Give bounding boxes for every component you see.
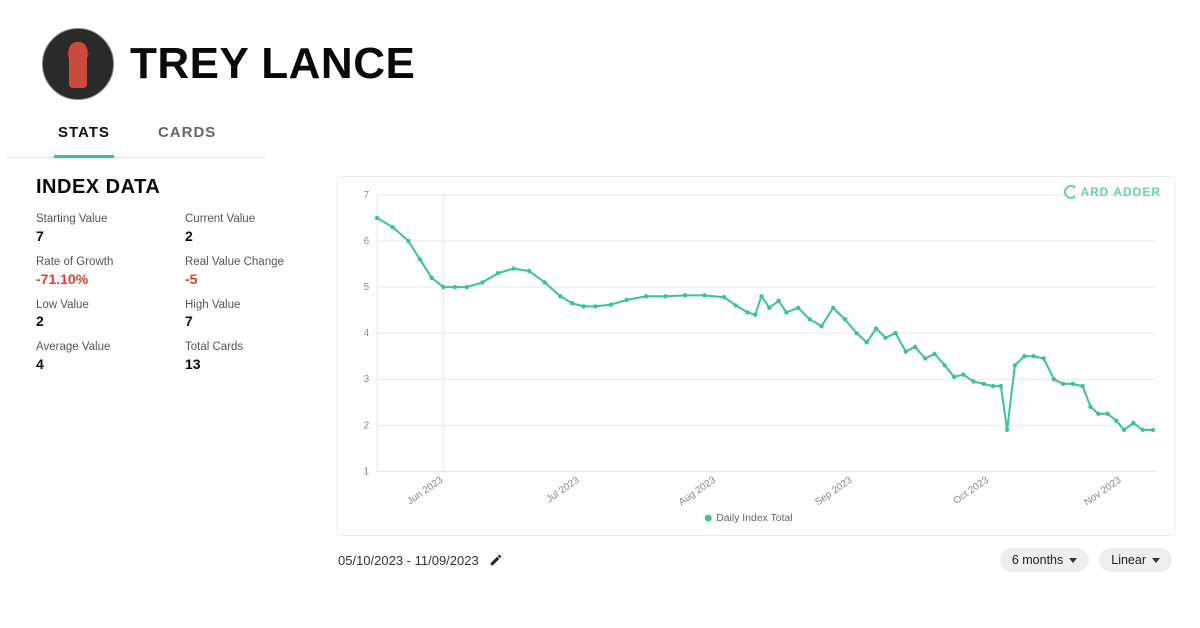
- stats-grid: Starting Value 7 Current Value 2 Rate of…: [36, 213, 326, 372]
- stat-current-value: Current Value 2: [185, 213, 326, 244]
- svg-text:Sep 2023: Sep 2023: [813, 474, 855, 508]
- svg-text:Nov 2023: Nov 2023: [1082, 474, 1124, 508]
- stat-value: -5: [185, 271, 326, 287]
- svg-text:3: 3: [364, 374, 370, 385]
- player-avatar: [42, 28, 114, 100]
- range-selector[interactable]: 6 months: [1000, 548, 1089, 572]
- stat-value: 7: [185, 313, 326, 329]
- date-range-text: 05/10/2023 - 11/09/2023: [338, 553, 479, 568]
- section-title: INDEX DATA: [36, 176, 326, 199]
- stat-average-value: Average Value 4: [36, 341, 177, 372]
- tab-stats[interactable]: STATS: [54, 124, 114, 158]
- stat-label: Real Value Change: [185, 256, 326, 270]
- svg-text:4: 4: [364, 328, 370, 339]
- player-name: TREY LANCE: [130, 39, 415, 89]
- svg-text:Oct 2023: Oct 2023: [952, 474, 992, 506]
- edit-date-icon[interactable]: [489, 553, 503, 567]
- date-range: 05/10/2023 - 11/09/2023: [338, 553, 503, 568]
- stat-label: Starting Value: [36, 213, 177, 227]
- stat-starting-value: Starting Value 7: [36, 213, 177, 244]
- svg-text:7: 7: [364, 190, 370, 201]
- scale-selector[interactable]: Linear: [1099, 548, 1172, 572]
- svg-text:2: 2: [364, 420, 370, 431]
- tab-cards[interactable]: CARDS: [154, 124, 220, 157]
- chevron-down-icon: [1069, 558, 1077, 563]
- svg-text:6: 6: [364, 236, 370, 247]
- svg-text:Aug 2023: Aug 2023: [677, 474, 719, 508]
- svg-text:5: 5: [364, 282, 370, 293]
- stat-real-value-change: Real Value Change -5: [185, 256, 326, 287]
- stat-value: -71.10%: [36, 271, 177, 287]
- stat-low-value: Low Value 2: [36, 299, 177, 330]
- stat-label: High Value: [185, 299, 326, 313]
- stat-label: Rate of Growth: [36, 256, 177, 270]
- line-chart: 1 2 3 4 5 6 7 Jun 2023 Jul 2023 Aug 2023 Sep 2023 O…: [337, 177, 1175, 535]
- stat-value: 4: [36, 356, 177, 372]
- svg-text:Daily Index Total: Daily Index Total: [716, 513, 792, 524]
- stat-label: Average Value: [36, 341, 177, 355]
- stat-value: 2: [36, 313, 177, 329]
- stat-label: Total Cards: [185, 341, 326, 355]
- tabs: STATS CARDS: [6, 100, 266, 158]
- stat-value: 2: [185, 228, 326, 244]
- stat-label: Current Value: [185, 213, 326, 227]
- watermark-logo: ARD ADDER: [1064, 185, 1161, 199]
- stat-total-cards: Total Cards 13: [185, 341, 326, 372]
- chart-card: ARD ADDER 1 2 3 4 5 6 7 Jun 2023 Jul 2023 Aug 202…: [336, 176, 1176, 536]
- stat-label: Low Value: [36, 299, 177, 313]
- stat-high-value: High Value 7: [185, 299, 326, 330]
- stat-value: 13: [185, 356, 326, 372]
- chevron-down-icon: [1152, 558, 1160, 563]
- stat-value: 7: [36, 228, 177, 244]
- svg-text:1: 1: [364, 466, 370, 477]
- svg-text:Jun 2023: Jun 2023: [405, 474, 445, 507]
- stat-rate-of-growth: Rate of Growth -71.10%: [36, 256, 177, 287]
- svg-text:Jul 2023: Jul 2023: [544, 474, 581, 505]
- range-selector-label: 6 months: [1012, 553, 1063, 567]
- scale-selector-label: Linear: [1111, 553, 1146, 567]
